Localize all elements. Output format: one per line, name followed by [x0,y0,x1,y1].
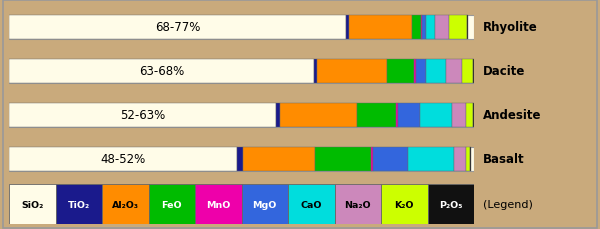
Text: Andesite: Andesite [484,109,542,122]
Bar [9,184,56,224]
Bar [237,147,244,171]
Bar [462,59,473,83]
Text: 52-63%: 52-63% [120,109,166,122]
Bar [335,184,381,224]
Bar [449,16,467,40]
Bar [9,59,474,83]
Bar [9,147,237,171]
Bar [452,103,466,127]
Bar [416,59,426,83]
Text: SiO₂: SiO₂ [21,200,43,209]
Text: TiO₂: TiO₂ [68,200,90,209]
Bar [373,147,408,171]
Text: Al₂O₃: Al₂O₃ [112,200,139,209]
Text: Na₂O: Na₂O [344,200,371,209]
Text: FeO: FeO [161,200,182,209]
Bar [288,184,335,224]
Bar [412,16,421,40]
Bar [454,147,466,171]
Bar [467,16,469,40]
Bar [280,103,357,127]
Bar [398,103,420,127]
Bar [357,103,397,127]
Text: CaO: CaO [301,200,322,209]
Bar [470,147,471,171]
Text: P₂O₅: P₂O₅ [439,200,463,209]
Bar [421,16,422,40]
Bar [277,103,280,127]
Bar [314,59,317,83]
Bar [9,59,314,83]
Bar [102,184,149,224]
Bar [9,103,474,127]
Bar [420,103,452,127]
Bar [316,147,371,171]
Bar [9,16,474,40]
Text: Rhyolite: Rhyolite [484,21,538,34]
Bar [427,184,474,224]
Bar [473,103,474,127]
Bar [386,59,415,83]
Bar [466,103,473,127]
Text: K₂O: K₂O [395,200,414,209]
Bar [397,103,398,127]
Bar [446,59,462,83]
Bar [349,16,412,40]
Bar [371,147,373,171]
Bar [241,184,288,224]
Bar [381,184,427,224]
Bar [408,147,454,171]
Bar [149,184,195,224]
Text: 48-52%: 48-52% [100,153,146,166]
Bar [473,59,474,83]
Bar [422,16,425,40]
Bar [346,16,349,40]
Text: MgO: MgO [253,200,277,209]
Bar [244,147,316,171]
Text: Dacite: Dacite [484,65,526,78]
Bar [9,16,346,40]
Bar [56,184,102,224]
Bar [426,59,446,83]
Bar [195,184,241,224]
Text: 63-68%: 63-68% [139,65,184,78]
Bar [466,147,470,171]
Text: (Legend): (Legend) [484,199,533,209]
Bar [435,16,449,40]
Bar [415,59,416,83]
Bar [9,103,277,127]
Text: 68-77%: 68-77% [155,21,200,34]
Bar [425,16,435,40]
Text: MnO: MnO [206,200,230,209]
Bar [9,147,474,171]
Bar [317,59,386,83]
Text: Basalt: Basalt [484,153,525,166]
